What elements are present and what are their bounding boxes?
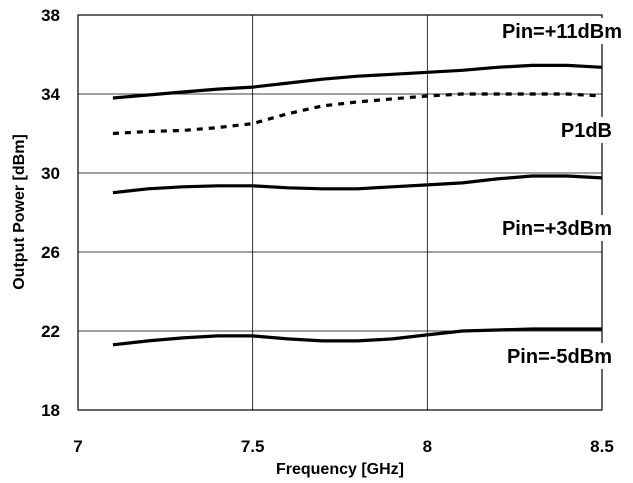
y-tick-label: 22 [41,322,60,341]
curve-annotation-label: Pin=+11dBm [502,21,622,43]
x-tick-label: 7.5 [241,437,265,456]
y-tick-label: 18 [41,401,60,420]
series-line-p1db [112,92,603,136]
y-axis-label: Output Power [dBm] [11,134,28,290]
annotation-background [491,343,616,369]
y-tick-label: 38 [41,6,60,25]
x-tick-label: 7 [73,437,82,456]
annotation-background [491,215,616,241]
plot-area-frame [77,14,603,411]
x-axis-label: Frequency [GHz] [276,461,404,478]
x-tick-label: 8.5 [590,437,614,456]
series-lines [112,63,603,347]
x-axis-ticks: 7 7.5 8 8.5 [73,437,614,456]
x-tick-label: 8 [423,437,432,456]
series-line-pin-5dbm [112,327,602,347]
y-axis-ticks: 18 22 26 30 34 38 [41,6,60,420]
series-line-pin-11dbm [112,63,603,100]
curve-annotation-label: Pin=-5dBm [507,346,612,368]
y-tick-label: 26 [41,243,60,262]
annotation-background [489,18,626,44]
y-tick-label: 34 [41,85,60,104]
curve-annotation-label: Pin=+3dBm [502,218,612,240]
y-tick-label: 30 [41,164,60,183]
series-line-pin-3dbm [112,174,603,195]
curve-annotation-label: P1dB [561,120,612,142]
curve-annotations: Pin=+11dBm P1dB Pin=+3dBm Pin=-5dBm [489,18,626,369]
annotation-background [554,117,616,143]
